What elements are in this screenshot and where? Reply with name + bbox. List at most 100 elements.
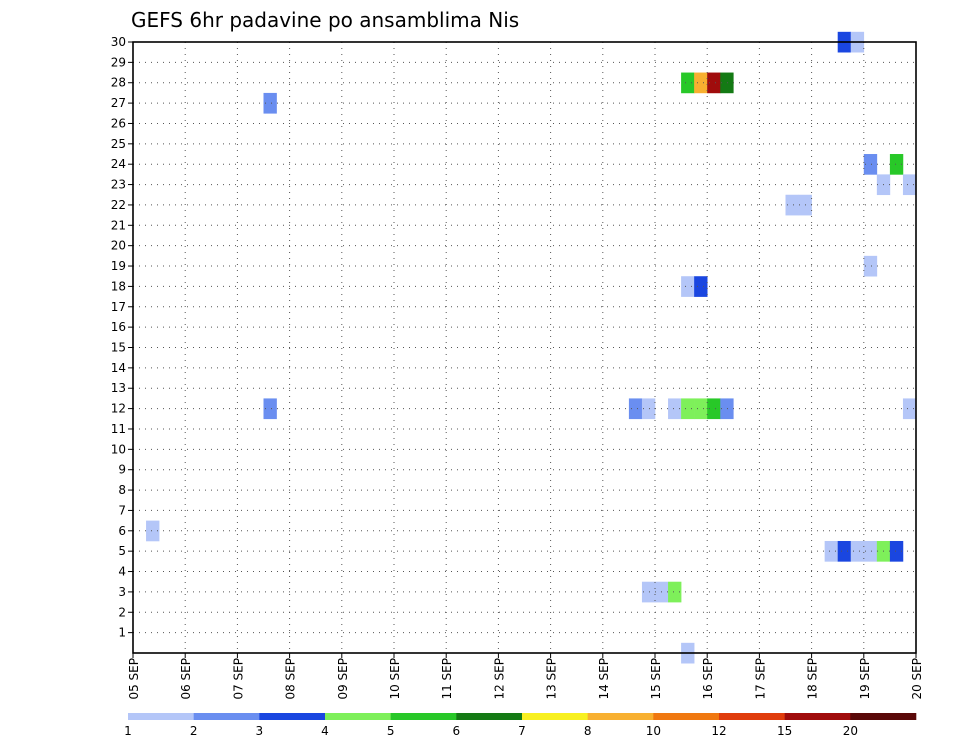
color-legend: 1 2 3 4 5 6 7 8 10 12 15 20 bbox=[124, 713, 917, 738]
y-tick-label: 10 bbox=[111, 442, 126, 456]
precip-cell bbox=[720, 398, 734, 420]
y-tick-label: 11 bbox=[111, 422, 126, 436]
precip-cell bbox=[668, 398, 682, 420]
legend-color-swatch bbox=[522, 713, 588, 720]
precip-cell bbox=[628, 398, 643, 420]
y-tick-label: 30 bbox=[111, 35, 126, 49]
y-tick-label: 21 bbox=[111, 218, 126, 232]
x-tick-label: 08 SEP bbox=[284, 658, 298, 700]
precip-cell bbox=[681, 276, 695, 297]
y-tick-label: 8 bbox=[118, 483, 126, 497]
legend-color-swatch bbox=[653, 713, 720, 720]
x-tick-label: 13 SEP bbox=[545, 658, 559, 700]
precip-cell bbox=[889, 154, 904, 175]
precip-cell bbox=[263, 398, 277, 420]
precip-cell bbox=[694, 276, 708, 297]
precip-cell bbox=[694, 72, 708, 94]
x-tick-label: 05 SEP bbox=[127, 658, 141, 700]
precip-cell bbox=[681, 398, 695, 420]
y-tick-label: 22 bbox=[111, 198, 126, 212]
precip-cell bbox=[863, 255, 878, 277]
legend-label: 5 bbox=[387, 724, 395, 738]
x-tick-label: 19 SEP bbox=[858, 658, 872, 700]
y-tick-label: 20 bbox=[111, 239, 126, 253]
precip-cell bbox=[902, 174, 917, 196]
legend-color-swatch bbox=[390, 713, 457, 720]
legend-label: 8 bbox=[584, 724, 592, 738]
precip-cell bbox=[263, 92, 277, 114]
legend-color-swatch bbox=[193, 713, 260, 720]
x-tick-label: 14 SEP bbox=[597, 658, 611, 700]
precip-cell bbox=[889, 540, 904, 562]
x-tick-label: 07 SEP bbox=[231, 658, 245, 700]
precip-cell bbox=[707, 398, 721, 420]
precip-cell bbox=[681, 72, 695, 94]
cells-layer bbox=[146, 31, 917, 664]
precip-cell bbox=[850, 540, 865, 562]
plot-frame bbox=[132, 41, 917, 654]
x-tick-label: 15 SEP bbox=[649, 658, 663, 700]
legend-color-swatch bbox=[325, 713, 391, 720]
y-tick-label: 16 bbox=[111, 320, 126, 334]
y-tick-label: 5 bbox=[118, 544, 126, 558]
y-tick-label: 23 bbox=[111, 178, 126, 192]
x-tick-label: 16 SEP bbox=[701, 658, 715, 700]
x-tick-label: 11 SEP bbox=[440, 658, 454, 700]
legend-color-swatch bbox=[456, 713, 523, 720]
legend-color-swatch bbox=[784, 713, 851, 720]
x-tick-label: 17 SEP bbox=[753, 658, 767, 700]
y-tick-label: 3 bbox=[118, 585, 126, 599]
precip-cell bbox=[863, 154, 878, 175]
y-tick-label: 18 bbox=[111, 279, 126, 293]
y-tick-label: 17 bbox=[111, 300, 126, 314]
legend-label: 10 bbox=[646, 724, 661, 738]
precip-cell bbox=[863, 540, 878, 562]
precip-cell bbox=[146, 520, 160, 542]
legend-label: 1 bbox=[124, 724, 132, 738]
x-tick-label: 06 SEP bbox=[179, 658, 193, 700]
precip-cell bbox=[902, 398, 917, 420]
x-tick-label: 09 SEP bbox=[336, 658, 350, 700]
legend-label: 3 bbox=[256, 724, 264, 738]
x-tick-label: 10 SEP bbox=[388, 658, 402, 700]
legend-label: 2 bbox=[190, 724, 198, 738]
y-tick-label: 14 bbox=[111, 361, 126, 375]
y-tick-label: 19 bbox=[111, 259, 126, 273]
legend-color-swatch bbox=[850, 713, 917, 720]
grid-layer bbox=[133, 42, 916, 653]
x-tick-label: 18 SEP bbox=[806, 658, 820, 700]
legend-color-swatch bbox=[259, 713, 326, 720]
legend-color-swatch bbox=[587, 713, 654, 720]
y-axis: 1234567891011121314151617181920212223242… bbox=[111, 35, 133, 640]
precip-cell bbox=[694, 398, 708, 420]
legend-label: 6 bbox=[453, 724, 461, 738]
legend-label: 20 bbox=[843, 724, 858, 738]
precip-cell bbox=[837, 540, 852, 562]
chart-title: GEFS 6hr padavine po ansamblima Nis bbox=[131, 8, 519, 32]
y-tick-label: 6 bbox=[118, 524, 126, 538]
y-tick-label: 26 bbox=[111, 116, 126, 130]
legend-color-swatch bbox=[128, 713, 194, 720]
y-tick-label: 2 bbox=[118, 605, 126, 619]
y-tick-label: 12 bbox=[111, 402, 126, 416]
y-tick-label: 7 bbox=[118, 503, 126, 517]
legend-label: 12 bbox=[711, 724, 726, 738]
legend-label: 4 bbox=[321, 724, 329, 738]
y-tick-label: 1 bbox=[118, 626, 126, 640]
precip-cell bbox=[785, 194, 799, 216]
legend-label: 15 bbox=[777, 724, 792, 738]
precip-cell bbox=[641, 398, 656, 420]
y-tick-label: 29 bbox=[111, 55, 126, 69]
y-tick-label: 27 bbox=[111, 96, 126, 110]
y-tick-label: 13 bbox=[111, 381, 126, 395]
y-tick-label: 25 bbox=[111, 137, 126, 151]
x-axis: 05 SEP 06 SEP 07 SEP 08 SEP 09 SEP 10 SEP 11 S… bbox=[127, 653, 924, 700]
y-tick-label: 15 bbox=[111, 341, 126, 355]
precip-cell bbox=[707, 72, 721, 94]
y-tick-label: 24 bbox=[111, 157, 126, 171]
y-tick-label: 9 bbox=[118, 463, 126, 477]
legend-color-swatch bbox=[719, 713, 785, 720]
y-tick-label: 28 bbox=[111, 76, 126, 90]
precip-cell bbox=[668, 581, 682, 603]
